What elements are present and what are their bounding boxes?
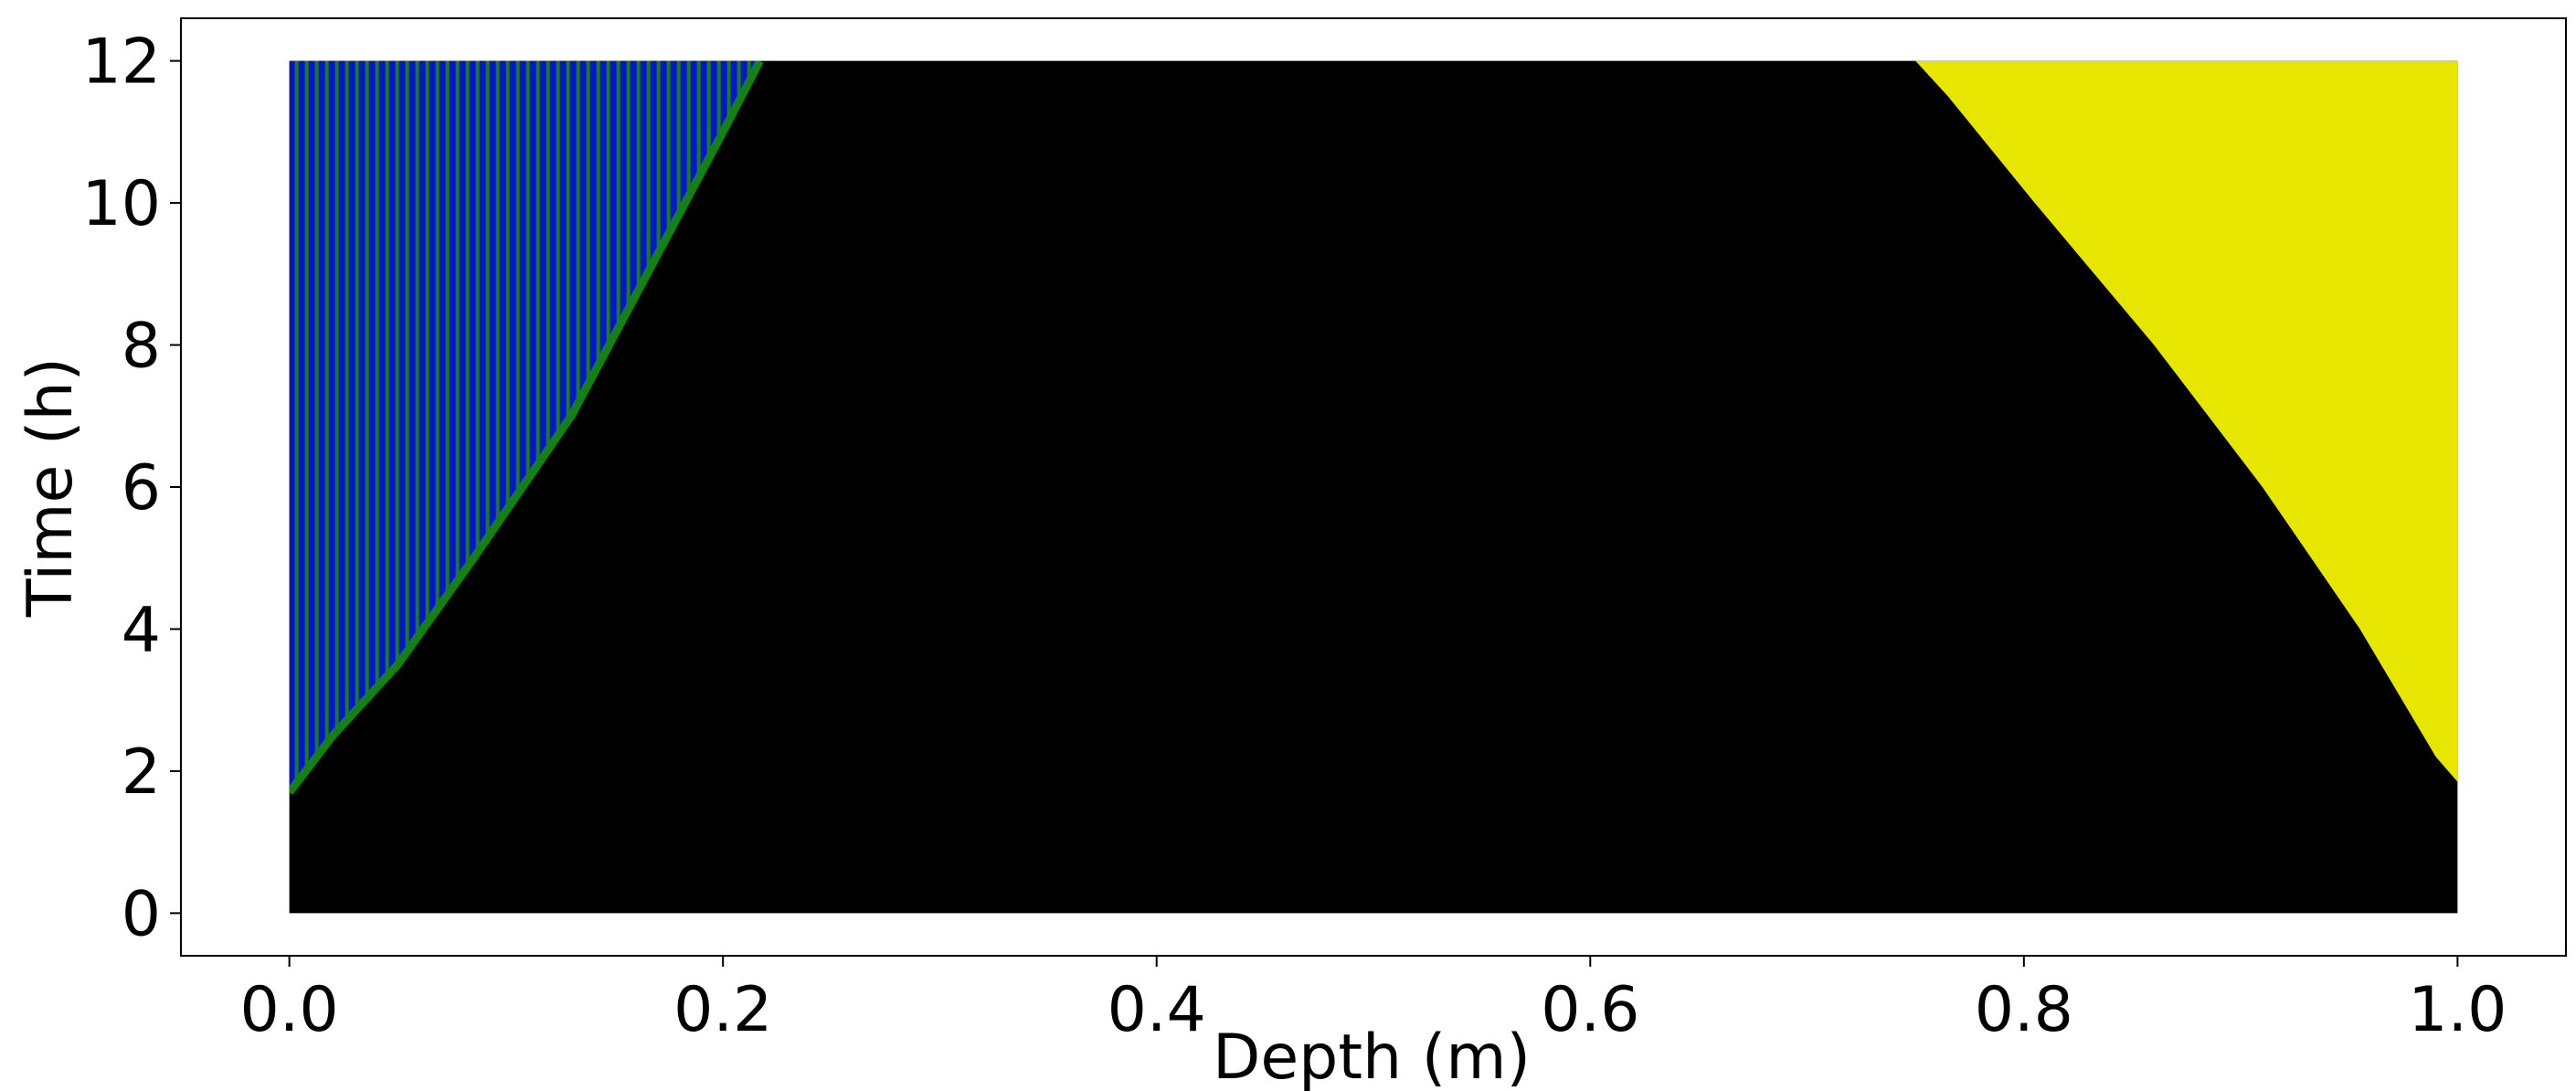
left-region-front: [289, 60, 764, 795]
y-tick-label: 2: [122, 736, 161, 809]
y-tick-label: 8: [122, 311, 161, 383]
x-tick-label: 0.0: [240, 974, 339, 1046]
y-axis-label: Time (h): [15, 357, 87, 618]
y-tick-label: 12: [81, 26, 161, 99]
x-tick-label: 0.6: [1541, 974, 1639, 1046]
y-tick-label: 0: [122, 878, 161, 950]
x-tick-label: 1.0: [2408, 974, 2507, 1046]
x-tick-label: 0.8: [1975, 974, 2073, 1046]
left-region: [289, 60, 760, 793]
y-axis: 0 2 4 6 8 10 12: [81, 26, 181, 950]
y-tick-label: 6: [122, 452, 161, 524]
x-axis-label: Depth (m): [1213, 1022, 1531, 1091]
x-tick-label: 0.4: [1108, 974, 1206, 1046]
x-axis: 0.0 0.2 0.4 0.6 0.8 1.0: [240, 956, 2507, 1046]
y-tick-label: 10: [81, 168, 161, 240]
x-tick-label: 0.2: [673, 974, 772, 1046]
plot-area: [289, 60, 2458, 914]
right-region: [1915, 60, 2458, 782]
y-tick-label: 4: [122, 594, 161, 666]
